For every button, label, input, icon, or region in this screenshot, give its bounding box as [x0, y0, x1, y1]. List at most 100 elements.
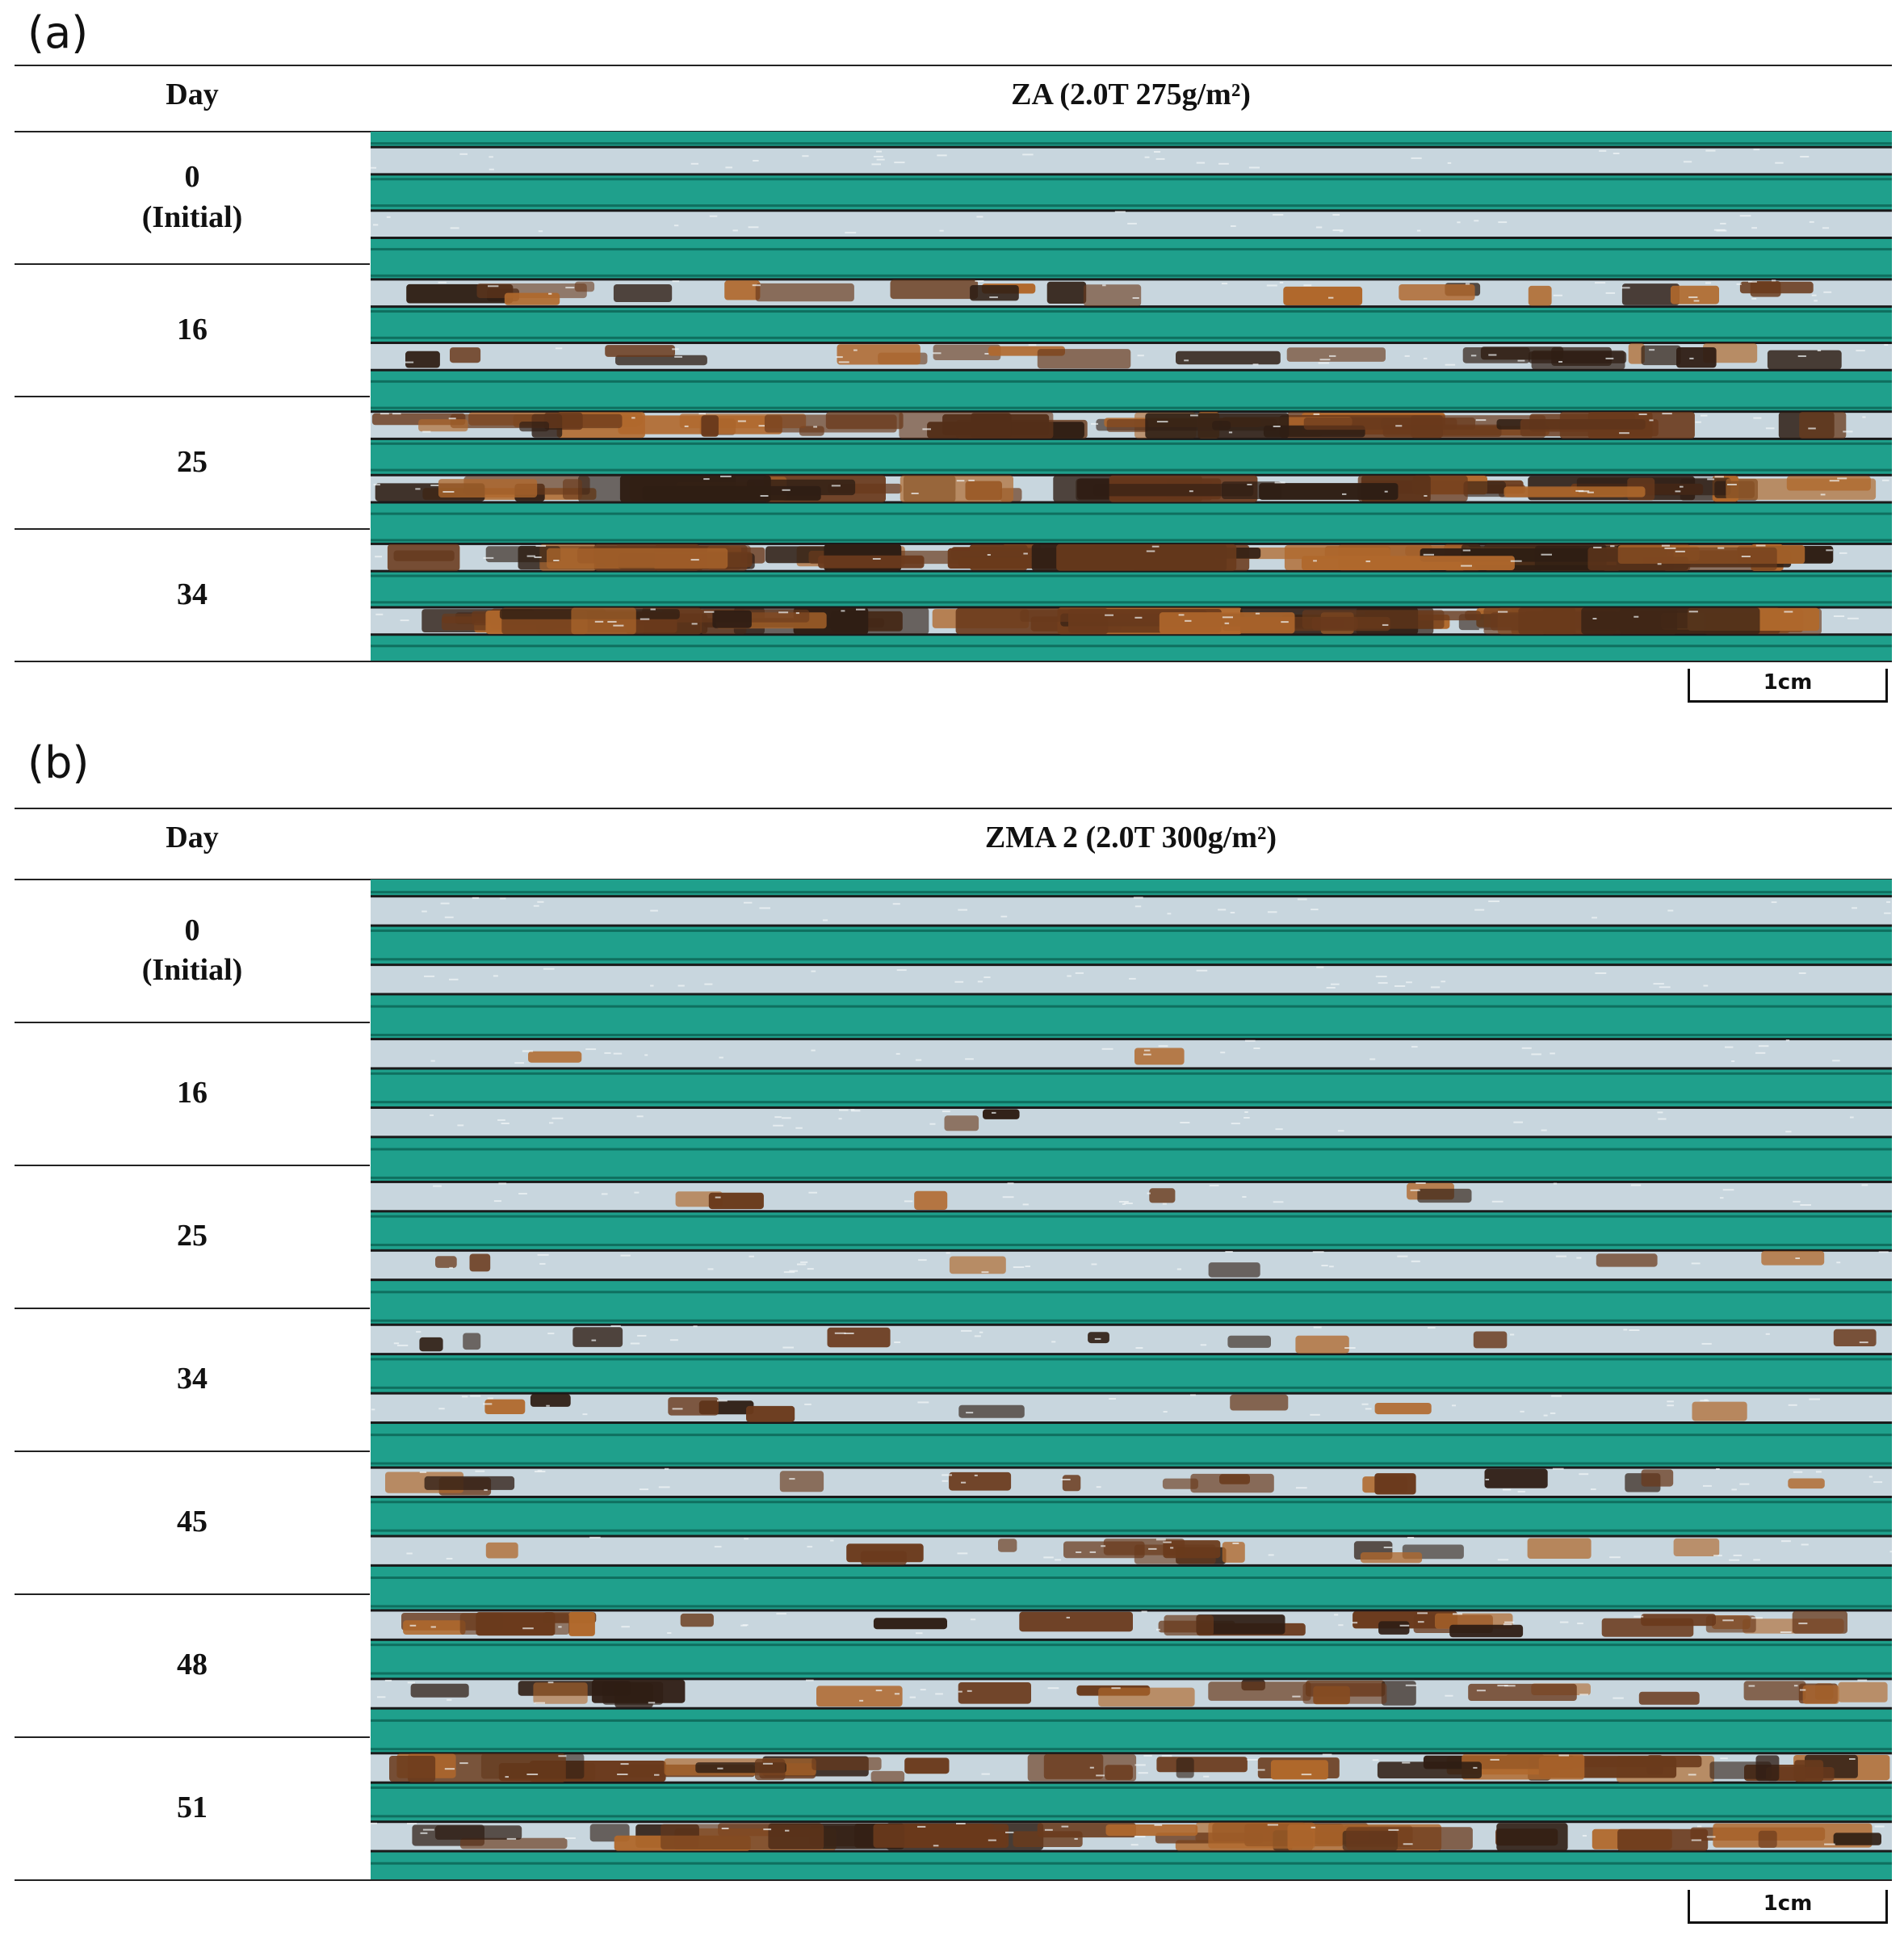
coating-fleck [373, 224, 379, 226]
coating-fleck [1653, 983, 1664, 985]
coating-fleck [935, 1693, 943, 1695]
coating-fleck [1028, 344, 1037, 346]
coating-fleck [1266, 284, 1277, 287]
coating-fleck [522, 1050, 534, 1052]
coating-fleck [922, 428, 931, 430]
corrosion-patch [434, 1825, 522, 1840]
coating-fleck [1196, 162, 1206, 164]
coating-fleck [1705, 282, 1712, 284]
strip-edge [371, 1278, 1892, 1282]
corrosion-patch [618, 415, 782, 435]
coating-fleck [802, 155, 809, 157]
coating-fleck [1200, 1344, 1207, 1346]
coating-fleck [1808, 427, 1816, 430]
coating-fleck [1013, 1266, 1025, 1268]
resin-edge-line [371, 380, 1892, 383]
strip-edge [371, 209, 1892, 212]
coating-fleck [1661, 544, 1670, 547]
coating-fleck [774, 1116, 782, 1119]
coating-fleck [961, 1481, 967, 1484]
corrosion-patch [547, 548, 728, 569]
coating-fleck [1751, 227, 1757, 229]
coating-fleck [1091, 1263, 1097, 1266]
coating-fleck [1498, 611, 1508, 613]
coating-fleck [442, 491, 455, 493]
coating-fleck [1873, 1481, 1883, 1484]
coating-fleck [1664, 547, 1676, 549]
strip-edge [371, 1323, 1892, 1326]
corrosion-patch [410, 1683, 469, 1698]
coating-fleck [1274, 481, 1285, 484]
coating-fleck [1445, 363, 1456, 366]
coating-fleck [470, 1395, 481, 1397]
coating-fleck [1417, 1621, 1424, 1623]
panel-b-row-5-day: 48 [177, 1648, 208, 1682]
coating-fleck [776, 1613, 786, 1615]
strip-edge [371, 368, 1892, 372]
coating-fleck [831, 485, 841, 487]
strip-edge [371, 924, 1892, 927]
coating-fleck [1592, 917, 1597, 919]
panel-b-row-rule [15, 1736, 370, 1738]
resin-edge-line [371, 1176, 1892, 1179]
steel-specimen-strip [371, 1820, 1892, 1853]
steel-specimen-strip [371, 278, 1892, 309]
coating-fleck [1190, 1394, 1196, 1396]
resin-edge-line [371, 1319, 1892, 1322]
panel-b-bottom-rule [15, 1879, 1892, 1881]
corrosion-patch [1019, 1611, 1133, 1632]
steel-specimen-strip [371, 209, 1892, 239]
corrosion-patch [1302, 1683, 1387, 1704]
coating-fleck [380, 413, 389, 415]
coating-fleck [631, 417, 635, 419]
coating-fleck [1488, 354, 1497, 356]
corrosion-patch [1208, 1262, 1260, 1278]
coating-fleck [1722, 1619, 1734, 1622]
coating-fleck [1633, 1615, 1644, 1618]
coating-fleck [1558, 361, 1562, 363]
coating-fleck [1337, 1130, 1344, 1132]
coating-fleck [1228, 431, 1233, 434]
coating-fleck [1555, 1255, 1566, 1257]
corrosion-patch [435, 1256, 457, 1268]
coating-fleck [1162, 1203, 1167, 1205]
corrosion-patch [816, 1686, 903, 1707]
coating-fleck [785, 1829, 790, 1832]
coating-fleck [1132, 297, 1139, 299]
coating-fleck [537, 1253, 549, 1256]
strip-edge [371, 964, 1892, 967]
coating-fleck [873, 155, 883, 157]
coating-fleck [1503, 1488, 1512, 1491]
strip-edge [371, 993, 1892, 996]
coating-fleck [489, 156, 493, 158]
coating-fleck [538, 230, 543, 233]
resin-edge-line [371, 310, 1892, 313]
strip-edge [371, 569, 1892, 573]
coating-fleck [778, 611, 789, 614]
coating-fleck [1705, 149, 1716, 152]
corrosion-patch [605, 345, 675, 357]
coating-fleck [1771, 901, 1777, 904]
coating-fleck [1713, 1555, 1722, 1557]
coating-fleck [894, 1693, 900, 1695]
coating-fleck [1510, 560, 1522, 562]
coating-fleck [958, 909, 967, 911]
coating-fleck [1850, 1116, 1854, 1119]
coating-fleck [1151, 545, 1160, 548]
coating-fleck [1755, 1052, 1766, 1054]
corrosion-patch [1676, 347, 1717, 368]
coating-fleck [1788, 1404, 1797, 1406]
coating-fleck [518, 1193, 527, 1194]
coating-fleck [1689, 357, 1694, 359]
corrosion-patch [900, 475, 1013, 502]
strip-edge [371, 633, 1892, 636]
coating-fleck [1340, 230, 1344, 233]
coating-fleck [506, 1837, 517, 1840]
coating-fleck [648, 1702, 656, 1704]
coating-fleck [1753, 149, 1760, 151]
corrosion-patch [1378, 1621, 1410, 1635]
coating-fleck [1292, 1695, 1301, 1698]
coating-fleck [762, 1762, 773, 1765]
coating-fleck [1815, 1471, 1822, 1473]
resin-edge-line [371, 644, 1892, 648]
